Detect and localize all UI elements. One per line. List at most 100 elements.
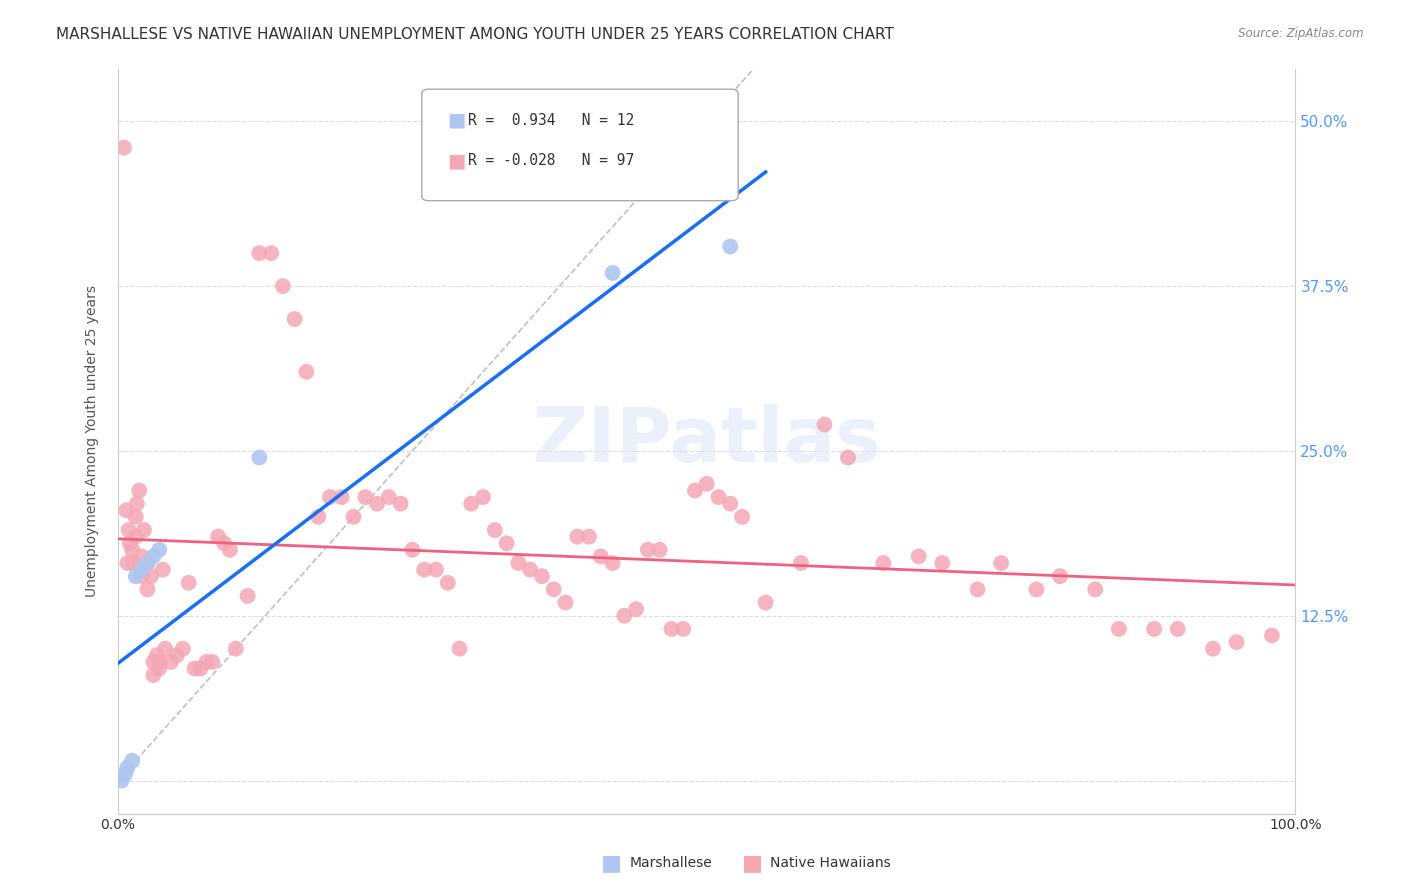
Point bbox=[495, 536, 517, 550]
Point bbox=[110, 773, 132, 788]
Point bbox=[543, 582, 565, 597]
Point bbox=[436, 575, 458, 590]
Text: ■: ■ bbox=[447, 151, 465, 170]
Point bbox=[484, 523, 506, 537]
Point bbox=[112, 141, 135, 155]
Point bbox=[201, 655, 224, 669]
Point bbox=[1167, 622, 1189, 636]
Point bbox=[225, 641, 247, 656]
Point bbox=[907, 549, 929, 564]
Point bbox=[284, 312, 307, 326]
Point bbox=[148, 661, 170, 675]
Point bbox=[1226, 635, 1249, 649]
Point bbox=[153, 641, 176, 656]
Text: ■: ■ bbox=[742, 854, 762, 873]
Point bbox=[207, 530, 229, 544]
Point bbox=[330, 490, 353, 504]
Point bbox=[707, 490, 730, 504]
Point bbox=[966, 582, 988, 597]
Point bbox=[790, 556, 813, 570]
Point bbox=[589, 549, 612, 564]
Point bbox=[125, 530, 148, 544]
Point bbox=[136, 582, 159, 597]
Point bbox=[342, 509, 364, 524]
Point bbox=[389, 497, 412, 511]
Point bbox=[508, 556, 530, 570]
Y-axis label: Unemployment Among Youth under 25 years: Unemployment Among Youth under 25 years bbox=[86, 285, 100, 597]
Point bbox=[637, 542, 659, 557]
Point bbox=[166, 648, 188, 663]
Point bbox=[696, 476, 718, 491]
Text: Native Hawaiians: Native Hawaiians bbox=[770, 856, 891, 871]
Point bbox=[872, 556, 894, 570]
Point bbox=[236, 589, 259, 603]
Point bbox=[1049, 569, 1071, 583]
Text: MARSHALLESE VS NATIVE HAWAIIAN UNEMPLOYMENT AMONG YOUTH UNDER 25 YEARS CORRELATI: MARSHALLESE VS NATIVE HAWAIIAN UNEMPLOYM… bbox=[56, 27, 894, 42]
Point bbox=[121, 754, 143, 768]
Point bbox=[260, 246, 283, 260]
Point bbox=[247, 246, 270, 260]
Point bbox=[366, 497, 388, 511]
Point bbox=[131, 569, 153, 583]
Point bbox=[1261, 628, 1284, 642]
Point bbox=[148, 542, 170, 557]
Point bbox=[247, 450, 270, 465]
Point bbox=[131, 563, 153, 577]
Point bbox=[295, 365, 318, 379]
Point bbox=[602, 556, 624, 570]
Point bbox=[519, 563, 541, 577]
Point bbox=[837, 450, 859, 465]
Point bbox=[271, 279, 294, 293]
Text: ■: ■ bbox=[447, 111, 465, 130]
Point bbox=[718, 239, 741, 253]
Point bbox=[813, 417, 835, 432]
Point bbox=[602, 266, 624, 280]
Point bbox=[1084, 582, 1107, 597]
Text: ZIPatlas: ZIPatlas bbox=[533, 404, 882, 478]
Point bbox=[212, 536, 235, 550]
Point bbox=[672, 622, 695, 636]
Point bbox=[142, 549, 165, 564]
Point bbox=[118, 536, 141, 550]
Text: ■: ■ bbox=[602, 854, 621, 873]
Point bbox=[114, 767, 136, 781]
Point bbox=[195, 655, 218, 669]
Point bbox=[683, 483, 706, 498]
Point bbox=[354, 490, 377, 504]
Text: R = -0.028   N = 97: R = -0.028 N = 97 bbox=[468, 153, 634, 168]
Point bbox=[1143, 622, 1166, 636]
Point bbox=[661, 622, 683, 636]
Point bbox=[413, 563, 436, 577]
Point bbox=[731, 509, 754, 524]
Point bbox=[136, 556, 159, 570]
Point bbox=[142, 668, 165, 682]
Point bbox=[122, 556, 145, 570]
Point bbox=[718, 497, 741, 511]
Point bbox=[117, 523, 139, 537]
Point bbox=[449, 641, 471, 656]
Point bbox=[307, 509, 329, 524]
Point bbox=[931, 556, 953, 570]
Point bbox=[139, 569, 162, 583]
Point bbox=[152, 563, 174, 577]
Point bbox=[117, 760, 139, 774]
Point bbox=[131, 549, 153, 564]
Point bbox=[567, 530, 589, 544]
Point bbox=[401, 542, 423, 557]
Point bbox=[172, 641, 194, 656]
Point bbox=[378, 490, 401, 504]
Point bbox=[1108, 622, 1130, 636]
Point bbox=[121, 542, 143, 557]
Point bbox=[128, 483, 150, 498]
Point bbox=[125, 509, 148, 524]
Text: R =  0.934   N = 12: R = 0.934 N = 12 bbox=[468, 113, 634, 128]
Point bbox=[530, 569, 553, 583]
Point bbox=[460, 497, 482, 511]
Point bbox=[319, 490, 342, 504]
Point bbox=[125, 569, 148, 583]
Point bbox=[125, 497, 148, 511]
Point bbox=[190, 661, 212, 675]
Text: Marshallese: Marshallese bbox=[630, 856, 713, 871]
Point bbox=[755, 596, 778, 610]
Point bbox=[990, 556, 1012, 570]
